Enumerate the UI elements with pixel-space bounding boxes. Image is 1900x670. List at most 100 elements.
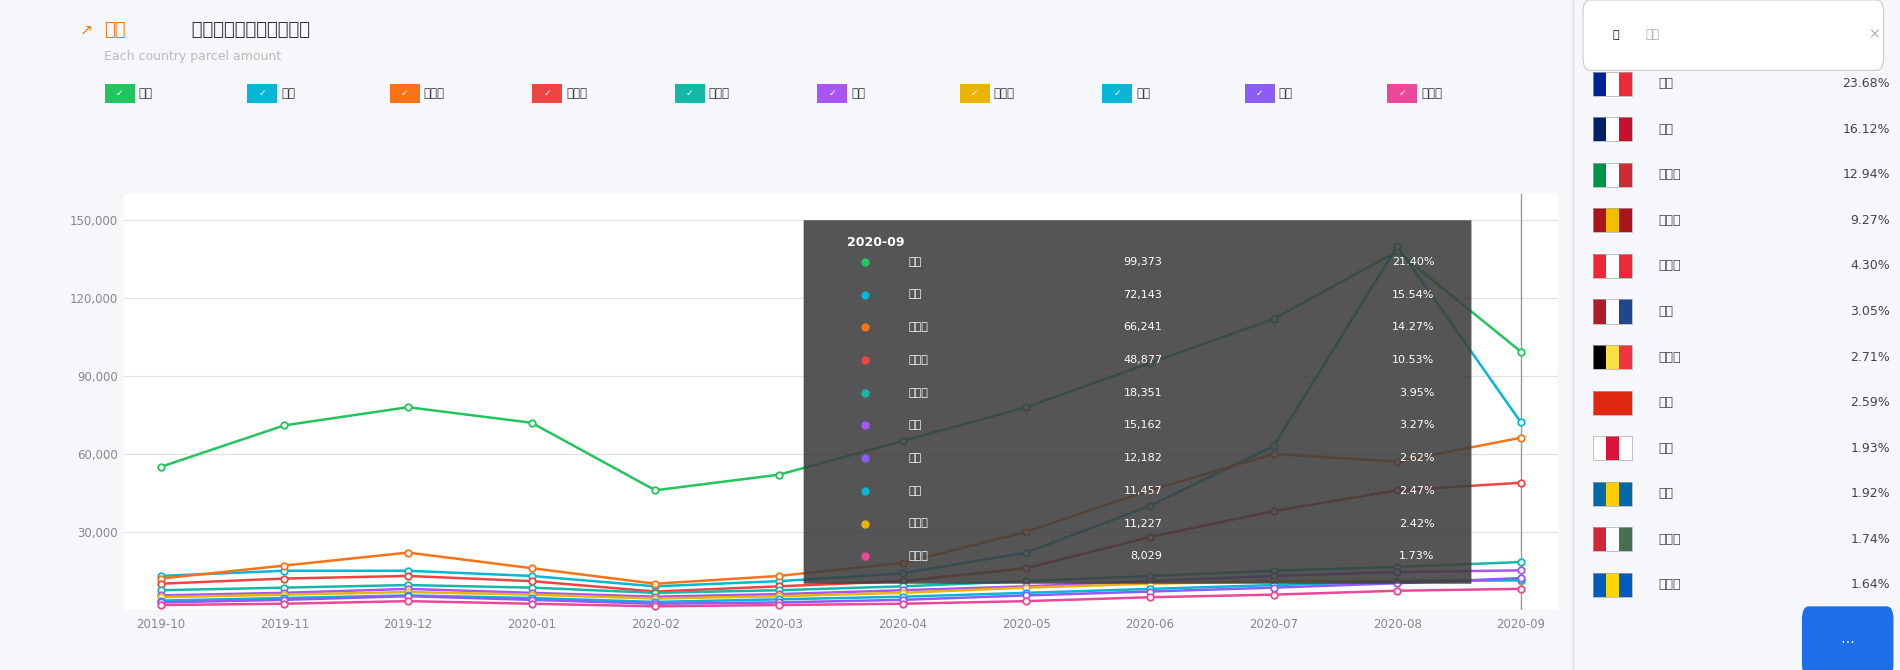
Text: ✓: ✓ [1398,89,1406,98]
Bar [1592,482,1632,506]
Point [146,573,177,584]
Text: 2.62%: 2.62% [1398,453,1434,463]
Point [1011,576,1041,586]
Point [393,402,424,413]
Bar [1619,573,1632,597]
Point [270,588,300,598]
Text: 荷兰: 荷兰 [908,420,922,430]
Text: 比利时: 比利时 [1659,350,1682,364]
Text: 15.54%: 15.54% [1393,289,1434,299]
Text: 4.30%: 4.30% [1851,259,1890,273]
Point [640,485,671,496]
Bar [1592,391,1632,415]
Text: 西班牙: 西班牙 [908,355,929,365]
Point [1505,346,1535,357]
Bar [1606,72,1619,96]
Point [640,588,671,598]
Point [764,589,794,600]
Point [517,594,547,605]
Point [393,587,424,598]
Point [1381,456,1412,467]
Text: 英国: 英国 [281,86,294,100]
Bar [1619,391,1632,415]
Text: 1.92%: 1.92% [1851,487,1890,500]
Point [1381,485,1412,496]
Point [517,588,547,598]
Point [764,581,794,592]
Point [1258,441,1288,452]
Text: 瑞典: 瑞典 [1659,487,1674,500]
Bar [1619,117,1632,141]
Text: ✓: ✓ [686,89,694,98]
Point [887,576,918,586]
Point [764,594,794,604]
Bar [1606,208,1619,232]
Text: 波兰: 波兰 [1279,86,1292,100]
Point [1011,590,1041,601]
Point [270,593,300,604]
Point [393,547,424,558]
Text: ✓: ✓ [116,89,124,98]
Point [517,582,547,593]
Point [1381,241,1412,251]
Text: 21.40%: 21.40% [1393,257,1434,267]
Point [1134,485,1165,496]
Bar [1619,254,1632,278]
Point [517,576,547,586]
Point [1381,567,1412,578]
Text: 荷兰: 荷兰 [1659,305,1674,318]
Point [1505,557,1535,567]
Point [1134,586,1165,597]
Point [1505,478,1535,488]
Bar [1592,436,1632,460]
Point [887,557,918,568]
Text: ✓: ✓ [543,89,551,98]
Text: 18,351: 18,351 [1123,388,1163,398]
Point [887,594,918,605]
Point [1258,582,1288,593]
Point [1505,565,1535,576]
Text: 匈牙利: 匈牙利 [1421,86,1442,100]
Bar [1606,254,1619,278]
Point [764,571,794,582]
Bar [1592,391,1606,415]
Point [1381,576,1412,587]
Point [1011,596,1041,606]
Point [1011,582,1041,593]
Text: 比利时: 比利时 [908,519,929,529]
Point [146,571,177,582]
Text: 奥地利: 奥地利 [709,86,730,100]
Text: 法国: 法国 [139,86,152,100]
Point [764,600,794,610]
Bar [1592,208,1632,232]
Point [1505,432,1535,443]
Bar [1606,299,1619,324]
Bar [1592,436,1606,460]
Text: 荷兰: 荷兰 [851,86,864,100]
Bar [1619,72,1632,96]
Point [764,469,794,480]
Point [1011,547,1041,558]
Point [1258,590,1288,600]
Text: Each country parcel amount: Each country parcel amount [104,50,281,64]
Point [1258,565,1288,576]
Point [887,598,918,609]
Text: 波兰: 波兰 [908,453,922,463]
Point [1011,402,1041,413]
Text: 2020-09: 2020-09 [847,236,904,249]
Point [1505,417,1535,427]
Bar [1592,72,1632,96]
Bar [1619,299,1632,324]
Bar [1592,72,1606,96]
Point [1011,527,1041,537]
Point [270,420,300,431]
Point [270,598,300,609]
Text: 48,877: 48,877 [1123,355,1163,365]
Point [393,565,424,576]
Point [887,588,918,598]
Bar [1606,391,1619,415]
Point [1134,576,1165,586]
Bar [1592,527,1606,551]
Bar [1606,117,1619,141]
Point [1134,358,1165,369]
